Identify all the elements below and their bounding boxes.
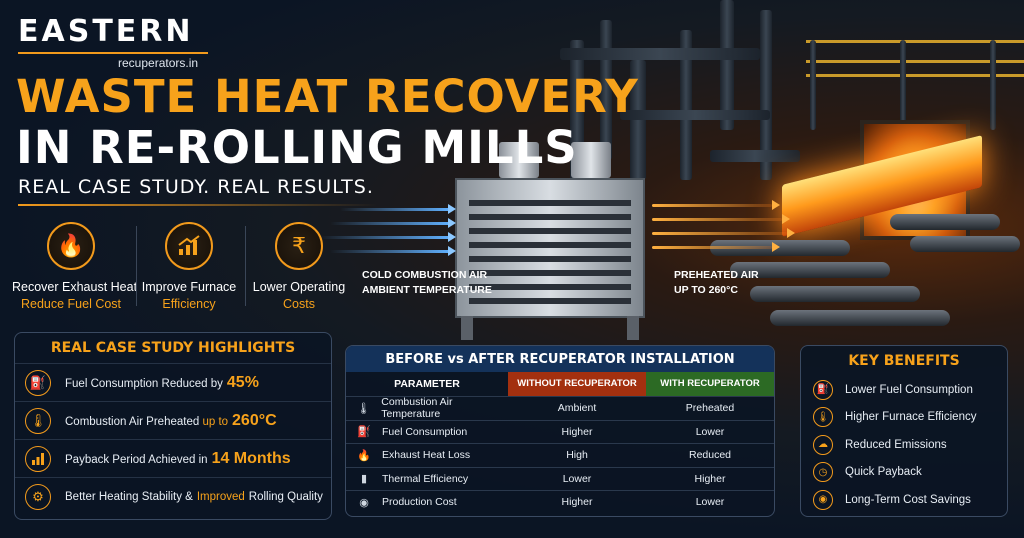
table-row: 🔥 Exhaust Heat Loss High Reduced: [346, 443, 774, 467]
coins-icon: ◉: [359, 496, 369, 509]
table-row: ⛽ Fuel Consumption Higher Lower: [346, 419, 774, 444]
bar-chart-icon: [25, 445, 51, 472]
cold-air-arrow: [340, 204, 456, 214]
rupee-gear-icon: ₹: [275, 222, 323, 270]
gauge-icon: ◷: [813, 462, 833, 483]
table-row: ◉ Production Cost Higher Lower: [346, 490, 774, 514]
title-line-2: IN RE-ROLLING MILLS: [16, 121, 578, 174]
list-item: ⛽ Fuel Consumption Reduced by 45%: [15, 363, 331, 401]
flame-icon: 🔥: [357, 449, 371, 462]
table-row: ▮ Thermal Efficiency Lower Higher: [346, 466, 774, 491]
cloud-icon: ☁: [813, 434, 833, 455]
hot-air-arrow: [652, 214, 790, 224]
list-item: ☁ Reduced Emissions: [801, 431, 1007, 459]
list-item: ⚙ Better Heating Stability & Improved Roll…: [15, 477, 331, 515]
comparison-title: BEFORE vs AFTER RECUPERATOR INSTALLATION: [346, 346, 774, 372]
fuel-pump-icon: ⛽: [813, 379, 833, 400]
hot-air-arrow: [652, 228, 795, 238]
flame-icon: 🔥: [47, 222, 95, 270]
comparison-table: BEFORE vs AFTER RECUPERATOR INSTALLATION…: [345, 345, 775, 517]
key-benefits-panel: KEY BENEFITS ⛽ Lower Fuel Consumption 🌡 …: [800, 345, 1008, 517]
list-item: 🌡 Combustion Air Preheated up to 260°C: [15, 401, 331, 439]
thermometer-icon: 🌡: [813, 407, 833, 428]
gear-icon: ⚙: [25, 483, 51, 510]
list-item: Payback Period Achieved in 14 Months: [15, 439, 331, 477]
coins-icon: ◉: [813, 489, 833, 510]
benefits-title: KEY BENEFITS: [848, 353, 960, 369]
brand-domain: recuperators.in: [118, 56, 199, 70]
feature-furnace-efficiency: Improve Furnace Efficiency: [130, 222, 248, 311]
highlights-panel: REAL CASE STUDY HIGHLIGHTS ⛽ Fuel Consum…: [14, 332, 332, 520]
list-item: ◷ Quick Payback: [801, 459, 1007, 487]
list-item: ◉ Long-Term Cost Savings: [801, 486, 1007, 514]
bar-chart-icon: [165, 222, 213, 270]
table-header: PARAMETER WITHOUT RECUPERATOR WITH RECUP…: [346, 372, 774, 396]
brand-logo: EASTERN recuperators.in: [18, 14, 208, 70]
title-line-1: WASTE HEAT RECOVERY: [16, 70, 639, 123]
list-item: ⛽ Lower Fuel Consumption: [801, 376, 1007, 404]
thermometer-icon: 🌡: [356, 402, 371, 415]
fuel-pump-icon: ⛽: [25, 369, 51, 396]
feature-recover-heat: 🔥 Recover Exhaust Heat Reduce Fuel Cost: [12, 222, 137, 311]
cold-air-arrow: [330, 246, 456, 256]
factory-background: [560, 0, 1024, 338]
cold-air-arrow: [330, 218, 456, 228]
thermometer-icon: 🌡: [25, 407, 51, 434]
bar-chart-icon: ▮: [360, 473, 368, 486]
hot-air-arrow: [652, 200, 780, 210]
recuperator-illustration: [455, 142, 645, 340]
cold-air-label: COLD COMBUSTION AIR AMBIENT TEMPERATURE: [362, 269, 492, 296]
hot-air-label: PREHEATED AIR UP TO 260°C: [674, 269, 759, 296]
highlights-title: REAL CASE STUDY HIGHLIGHTS: [50, 340, 296, 356]
brand-name: EASTERN: [18, 14, 194, 49]
list-item: 🌡 Higher Furnace Efficiency: [801, 404, 1007, 432]
table-row: 🌡 Combustion Air Temperature Ambient Preh…: [346, 396, 774, 420]
fuel-pump-icon: ⛽: [357, 426, 371, 439]
subtitle: REAL CASE STUDY. REAL RESULTS.: [18, 176, 374, 198]
hot-air-arrow: [652, 242, 780, 252]
feature-lower-costs: ₹ Lower Operating Costs: [240, 222, 358, 311]
cold-air-arrow: [320, 232, 456, 242]
